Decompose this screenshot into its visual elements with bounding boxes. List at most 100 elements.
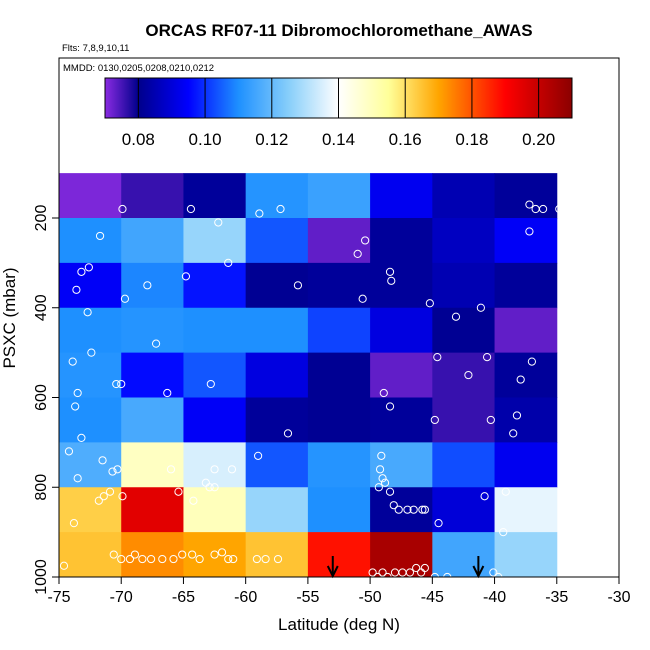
heatmap-cell xyxy=(370,307,433,354)
heatmap-cell xyxy=(307,307,371,354)
x-tick-label: -60 xyxy=(234,589,257,606)
sample-point xyxy=(99,492,108,501)
sample-point xyxy=(501,487,510,496)
sample-point xyxy=(210,483,219,492)
sample-point xyxy=(293,281,303,290)
sample-point xyxy=(84,263,93,272)
heatmap-cell xyxy=(59,532,122,578)
sample-point xyxy=(368,568,377,577)
sample-point xyxy=(403,505,412,514)
heatmap-cell xyxy=(183,532,247,578)
sample-point xyxy=(163,388,172,398)
heatmap-cell xyxy=(121,397,184,443)
sample-point xyxy=(394,505,403,514)
heatmap-cell xyxy=(245,532,309,578)
heatmap-cell xyxy=(245,262,309,309)
sample-point xyxy=(255,209,264,218)
sample-point xyxy=(118,492,127,501)
sample-point xyxy=(188,550,197,559)
heatmap-cell xyxy=(121,532,184,578)
heatmap-cell xyxy=(370,218,433,264)
sample-point xyxy=(108,467,117,476)
x-tick-label: -70 xyxy=(110,589,133,606)
sample-point xyxy=(273,554,283,564)
sample-point xyxy=(146,554,156,564)
heatmap-cell xyxy=(183,218,247,264)
sample-point xyxy=(476,303,485,312)
colorbar: 0.08 0.10 0.12 0.14 0.16 0.18 0.20 xyxy=(104,77,573,149)
sample-point xyxy=(380,478,390,487)
sample-point xyxy=(109,550,118,559)
sample-point xyxy=(68,357,77,366)
sample-point xyxy=(186,204,196,214)
heatmap-cell xyxy=(307,442,371,488)
x-axis-label: Latitude (deg N) xyxy=(278,615,400,634)
colorbar-tick-label: 0.10 xyxy=(189,130,222,149)
heatmap-cell xyxy=(59,442,122,488)
sample-point xyxy=(252,554,261,564)
sample-point xyxy=(69,519,79,528)
sample-point xyxy=(409,505,418,514)
sample-point xyxy=(105,487,115,496)
sample-point xyxy=(224,554,233,564)
down-arrow xyxy=(326,556,339,579)
heatmap-cell xyxy=(370,352,433,398)
sample-point xyxy=(482,353,492,362)
sample-point xyxy=(118,204,127,214)
heatmap-cell xyxy=(121,487,184,533)
colorbar-tick-label: 0.12 xyxy=(255,130,288,149)
arrow-head xyxy=(326,565,339,579)
x-tick-label: -75 xyxy=(47,589,70,606)
sample-point xyxy=(125,554,135,564)
sample-point xyxy=(385,402,395,411)
heatmap-cells xyxy=(59,173,558,578)
sample-point xyxy=(95,231,105,241)
heatmap-cell xyxy=(121,352,184,398)
sample-point xyxy=(434,519,443,528)
x-tick-label: -30 xyxy=(607,589,630,606)
sample-point xyxy=(464,370,473,380)
heatmap-cell xyxy=(307,173,371,219)
y-axis: 200 400 600 800 1000 xyxy=(33,205,59,595)
sample-point xyxy=(512,411,522,420)
sample-point xyxy=(117,554,126,564)
heatmap-cell xyxy=(59,352,122,398)
heatmap-cell xyxy=(245,397,309,443)
sample-point xyxy=(98,456,107,465)
sample-point xyxy=(64,447,74,456)
heatmap-cell xyxy=(494,442,558,488)
sample-point xyxy=(379,388,388,398)
heatmap-cell xyxy=(432,397,496,443)
sample-point xyxy=(229,554,238,564)
y-tick-label: 1000 xyxy=(33,559,50,595)
heatmap-cell xyxy=(494,487,558,533)
sample-point xyxy=(158,554,167,564)
heatmap-cell xyxy=(370,532,433,578)
sample-point xyxy=(94,496,103,505)
sample-point xyxy=(206,379,215,389)
sample-point xyxy=(72,285,81,294)
sample-point xyxy=(169,554,178,564)
sample-point xyxy=(83,308,92,317)
heatmap-cell xyxy=(121,173,184,219)
heatmap-cell xyxy=(370,442,433,488)
x-tick-label: -55 xyxy=(296,589,319,606)
sample-point xyxy=(375,465,385,474)
colorbar-tick-label: 0.08 xyxy=(122,130,155,149)
sample-point xyxy=(217,548,227,557)
sample-point xyxy=(525,227,534,236)
colorbar-ticks: 0.08 0.10 0.12 0.14 0.16 0.18 0.20 xyxy=(122,78,555,149)
heatmap-cell xyxy=(183,397,247,443)
heatmap-cell xyxy=(432,487,496,533)
sample-point xyxy=(276,204,285,214)
sample-point xyxy=(374,483,383,492)
sample-point xyxy=(214,218,223,227)
sample-point xyxy=(430,415,439,425)
heatmap-cell xyxy=(494,532,558,578)
heatmap-cell xyxy=(432,307,496,354)
colorbar-tick-label: 0.14 xyxy=(322,130,355,149)
heatmap-cell xyxy=(370,173,433,219)
colorbar-tick-label: 0.16 xyxy=(389,130,422,149)
sample-point xyxy=(71,402,80,411)
